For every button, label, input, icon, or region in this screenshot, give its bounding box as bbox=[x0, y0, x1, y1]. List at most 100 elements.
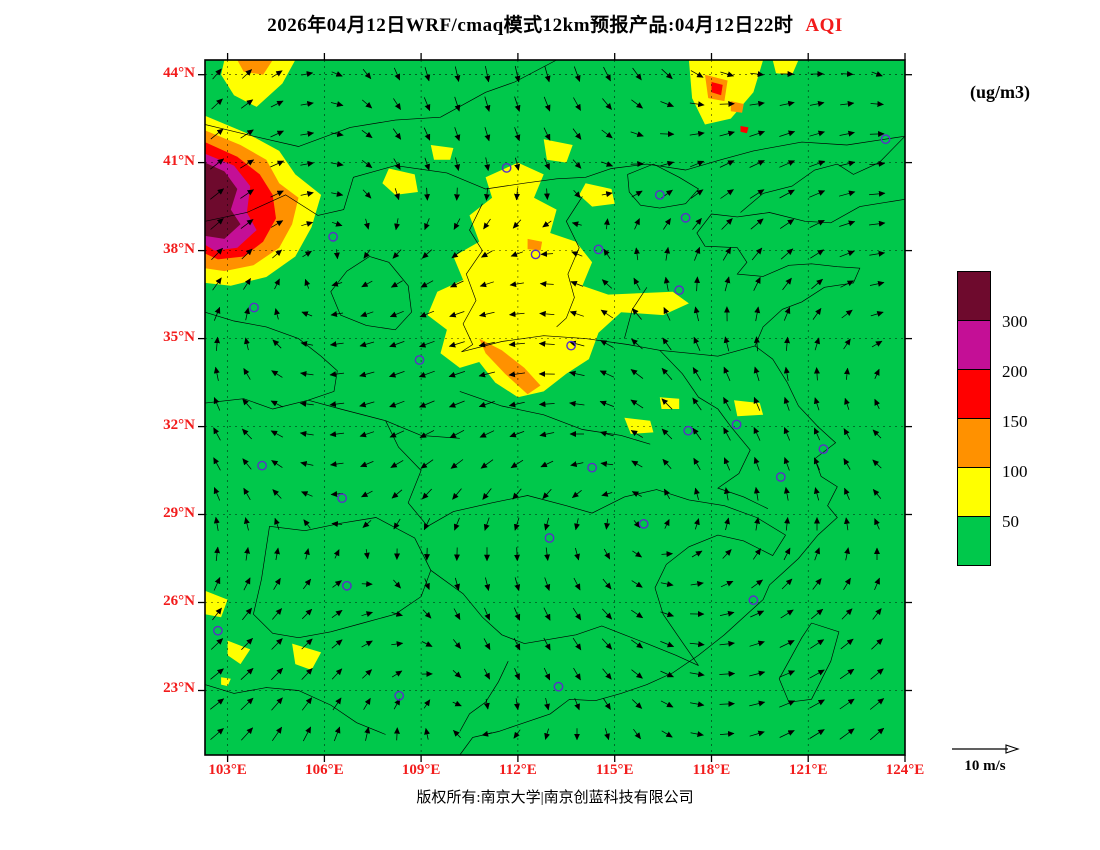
wind-vector bbox=[329, 371, 345, 378]
wind-vector bbox=[484, 96, 491, 112]
wind-vector bbox=[419, 340, 435, 348]
wind-vector bbox=[603, 218, 610, 230]
wind-vector bbox=[869, 190, 886, 197]
wind-vector bbox=[632, 67, 642, 81]
aqi-region-yellow bbox=[227, 640, 251, 665]
lon-tick-label: 112°E bbox=[499, 762, 537, 778]
city-marker bbox=[328, 231, 339, 242]
wind-vector bbox=[544, 547, 551, 561]
wind-vector bbox=[332, 697, 342, 711]
wind-vector bbox=[361, 490, 373, 498]
wind-vector bbox=[572, 490, 582, 499]
wind-vector bbox=[753, 366, 760, 382]
wind-vector bbox=[660, 700, 674, 708]
wind-vector bbox=[242, 607, 253, 621]
wind-vector bbox=[574, 518, 580, 531]
wind-vector bbox=[514, 65, 521, 83]
wind-vector bbox=[690, 160, 705, 168]
wind-vector bbox=[693, 336, 701, 351]
wind-vector bbox=[452, 670, 462, 679]
wind-vector bbox=[454, 577, 460, 591]
wind-vector bbox=[839, 220, 856, 227]
wind-vector bbox=[418, 370, 435, 378]
wind-vector bbox=[241, 248, 253, 260]
wind-vector bbox=[723, 396, 731, 411]
wind-vector bbox=[600, 309, 614, 319]
wind-vector bbox=[663, 307, 671, 321]
wind-vector bbox=[449, 311, 465, 318]
wind-vector bbox=[601, 161, 614, 167]
wind-vector bbox=[691, 550, 703, 558]
wind-vector bbox=[841, 309, 853, 319]
wind-vector bbox=[510, 459, 524, 469]
wind-vector bbox=[510, 251, 524, 257]
wind-vector bbox=[750, 218, 764, 230]
wind-vector bbox=[573, 66, 581, 82]
wind-vector bbox=[544, 577, 551, 591]
wind-vector bbox=[423, 97, 431, 112]
wind-vector bbox=[874, 518, 880, 530]
aqi-region-yellow bbox=[221, 677, 231, 687]
wind-vector bbox=[453, 218, 461, 230]
wind-vector bbox=[630, 430, 643, 438]
wind-vector bbox=[574, 547, 580, 561]
lat-tick-label: 26°N bbox=[163, 592, 195, 609]
wind-vector bbox=[514, 157, 521, 171]
wind-vector bbox=[840, 280, 854, 288]
chart-title: 2026年04月12日WRF/cmaq模式12km预报产品:04月12日22时 A… bbox=[140, 10, 970, 37]
wind-vector bbox=[694, 487, 700, 500]
wind-vector bbox=[242, 69, 253, 79]
wind-vector bbox=[301, 71, 314, 77]
wind-vector bbox=[331, 521, 343, 528]
wind-vector bbox=[301, 638, 313, 650]
city-marker bbox=[501, 163, 512, 173]
wind-vector bbox=[722, 247, 732, 261]
city-marker bbox=[587, 462, 597, 473]
wind-vector bbox=[210, 188, 225, 200]
wind-vector bbox=[514, 577, 521, 592]
wind-vector bbox=[809, 729, 825, 739]
wind-vector bbox=[661, 730, 673, 738]
wind-vector bbox=[814, 547, 821, 561]
city-marker bbox=[880, 134, 891, 145]
wind-vector bbox=[630, 160, 644, 167]
province-boundary bbox=[253, 517, 432, 639]
wind-vector bbox=[603, 66, 611, 82]
wind-vector bbox=[719, 610, 735, 617]
lon-tick-label: 118°E bbox=[692, 762, 731, 778]
wind-vector bbox=[660, 670, 674, 678]
wind-vector bbox=[304, 278, 311, 289]
wind-vector bbox=[871, 71, 883, 77]
wind-vector bbox=[720, 189, 734, 199]
wind-vector bbox=[509, 311, 525, 318]
wind-vector bbox=[664, 246, 671, 261]
wind-vector bbox=[389, 310, 404, 318]
wind-vector bbox=[539, 310, 555, 317]
wind-vector bbox=[361, 160, 373, 169]
wind-vector bbox=[724, 276, 731, 292]
province-boundary bbox=[740, 135, 906, 213]
wind-vector bbox=[448, 371, 466, 378]
wind-vector bbox=[634, 247, 640, 261]
wind-vector bbox=[419, 430, 435, 438]
wind-vector bbox=[631, 99, 644, 109]
wind-vector bbox=[631, 491, 642, 497]
wind-vector bbox=[538, 340, 555, 347]
wind-vector bbox=[240, 129, 254, 139]
wind-vector bbox=[448, 400, 465, 408]
wind-vector bbox=[450, 459, 464, 469]
wind-vector bbox=[270, 130, 284, 138]
wind-vector bbox=[749, 730, 765, 737]
wind-vector bbox=[393, 518, 401, 530]
wind-vector bbox=[660, 611, 674, 618]
wind-vector bbox=[333, 249, 340, 260]
wind-vector bbox=[271, 70, 283, 78]
wind-vector bbox=[600, 340, 614, 348]
city-marker bbox=[257, 460, 267, 471]
wind-vector bbox=[240, 219, 254, 229]
wind-vector bbox=[211, 98, 223, 110]
wind-vector bbox=[241, 637, 253, 650]
wind-vector bbox=[749, 640, 765, 647]
wind-vector bbox=[484, 66, 491, 83]
wind-vector bbox=[392, 249, 402, 259]
